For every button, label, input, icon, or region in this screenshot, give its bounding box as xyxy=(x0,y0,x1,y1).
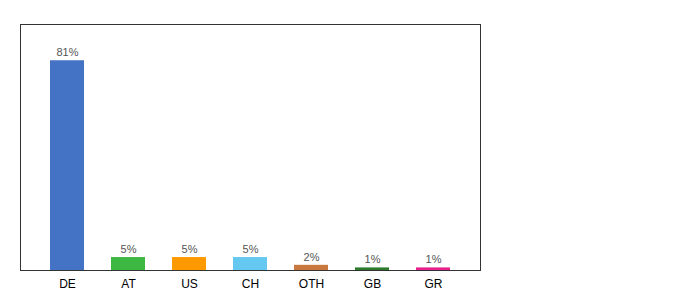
svg-text:2%: 2% xyxy=(304,251,320,263)
svg-text:1%: 1% xyxy=(426,253,442,265)
svg-text:OTH: OTH xyxy=(299,277,324,291)
svg-text:GR: GR xyxy=(425,277,443,291)
svg-text:GB: GB xyxy=(364,277,381,291)
svg-text:5%: 5% xyxy=(182,243,198,255)
svg-text:AT: AT xyxy=(121,277,136,291)
svg-text:1%: 1% xyxy=(365,253,381,265)
svg-text:81%: 81% xyxy=(56,46,78,58)
svg-text:CH: CH xyxy=(242,277,259,291)
svg-text:5%: 5% xyxy=(243,243,259,255)
svg-text:DE: DE xyxy=(59,277,76,291)
svg-text:US: US xyxy=(181,277,198,291)
svg-text:5%: 5% xyxy=(121,243,137,255)
